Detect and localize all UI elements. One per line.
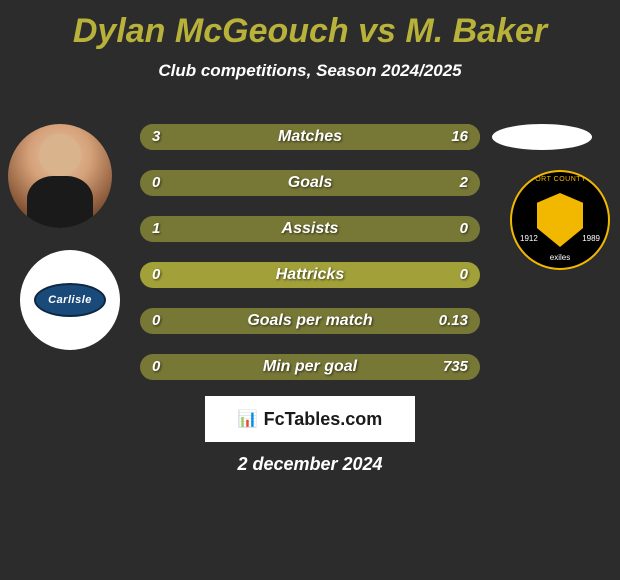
stat-row: 0Goals per match0.13	[140, 308, 480, 334]
club-right-badge: NEWPORT COUNTY A.F.C 1912 1989 exiles	[510, 170, 610, 270]
stat-label: Goals	[140, 170, 480, 196]
player-left-avatar	[8, 124, 112, 228]
stat-row: 1Assists0	[140, 216, 480, 242]
stat-label: Goals per match	[140, 308, 480, 334]
stat-value-right: 2	[460, 170, 468, 196]
chart-icon: 📊	[238, 409, 258, 429]
stat-value-right: 0	[460, 216, 468, 242]
club-right-label-top: NEWPORT COUNTY A.F.C	[512, 176, 608, 183]
club-right-year-left: 1912	[520, 234, 538, 243]
stat-label: Matches	[140, 124, 480, 150]
stat-label: Min per goal	[140, 354, 480, 380]
stats-container: 3Matches160Goals21Assists00Hattricks00Go…	[140, 124, 480, 400]
stat-label: Hattricks	[140, 262, 480, 288]
club-right-shield-icon	[537, 193, 583, 247]
watermark-text: FcTables.com	[264, 409, 383, 430]
stat-value-right: 735	[443, 354, 468, 380]
stat-label: Assists	[140, 216, 480, 242]
stat-row: 0Goals2	[140, 170, 480, 196]
club-right-label-bottom: exiles	[512, 253, 608, 262]
club-left-badge: Carlisle	[20, 250, 120, 350]
stat-value-right: 0	[460, 262, 468, 288]
page-title: Dylan McGeouch vs M. Baker	[0, 0, 620, 51]
page-subtitle: Club competitions, Season 2024/2025	[0, 61, 620, 81]
stat-row: 0Hattricks0	[140, 262, 480, 288]
club-left-label: Carlisle	[34, 283, 106, 317]
player-right-avatar	[492, 124, 592, 150]
watermark: 📊 FcTables.com	[205, 396, 415, 442]
stat-value-right: 0.13	[439, 308, 468, 334]
stat-row: 3Matches16	[140, 124, 480, 150]
stat-row: 0Min per goal735	[140, 354, 480, 380]
date-label: 2 december 2024	[0, 454, 620, 475]
club-right-year-right: 1989	[582, 234, 600, 243]
stat-value-right: 16	[451, 124, 468, 150]
